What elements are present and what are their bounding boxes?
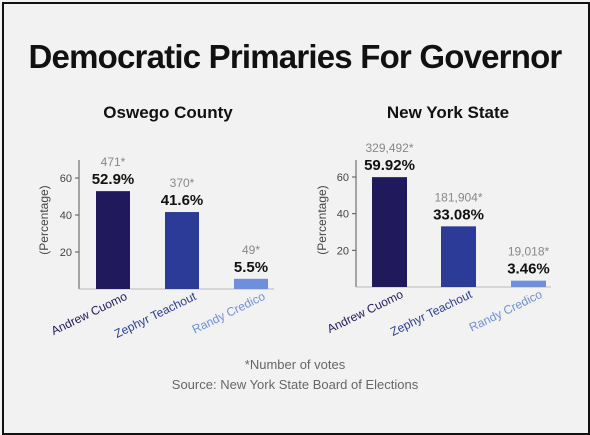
bar-1-0 [372, 177, 407, 287]
votes-label-0-2: 49* [242, 243, 260, 257]
bar-1-1 [441, 226, 476, 287]
votes-label-1-0: 329,492* [365, 141, 413, 155]
value-label-0-0: 52.9% [92, 171, 135, 188]
value-label-0-1: 41.6% [161, 192, 204, 209]
category-label-1-2: Randy Credico [467, 287, 545, 335]
y-tick-label-0-1: 40 [60, 210, 72, 222]
chart-subtitle-0: Oswego County [103, 103, 233, 122]
votes-label-1-1: 181,904* [434, 190, 482, 204]
votes-label-1-2: 19,018* [508, 245, 550, 259]
y-tick-label-1-0: 20 [337, 245, 349, 257]
votes-label-0-1: 370* [170, 176, 195, 190]
bar-1-2 [511, 280, 546, 287]
bar-0-2 [234, 278, 268, 289]
value-label-1-0: 59.92% [364, 157, 415, 174]
y-tick-label-0-2: 60 [60, 173, 72, 185]
bar-0-0 [96, 191, 130, 289]
votes-label-0-0: 471* [101, 155, 126, 169]
chart-subtitle-1: New York State [387, 103, 509, 122]
bar-0-1 [165, 212, 199, 289]
value-label-1-1: 33.08% [433, 206, 484, 223]
y-tick-label-1-1: 40 [337, 209, 349, 221]
category-label-0-2: Randy Credico [190, 289, 268, 337]
y-tick-label-0-0: 20 [60, 247, 72, 259]
page-title: Democratic Primaries For Governor [28, 38, 563, 75]
source-note: Source: New York State Board of Election… [171, 377, 419, 392]
value-label-1-2: 3.46% [507, 261, 550, 278]
y-axis-label-1: (Percentage) [315, 185, 329, 254]
y-axis-label-0: (Percentage) [37, 185, 51, 254]
y-tick-label-1-2: 60 [337, 172, 349, 184]
footnote: *Number of votes [244, 357, 346, 372]
value-label-0-2: 5.5% [234, 259, 268, 276]
